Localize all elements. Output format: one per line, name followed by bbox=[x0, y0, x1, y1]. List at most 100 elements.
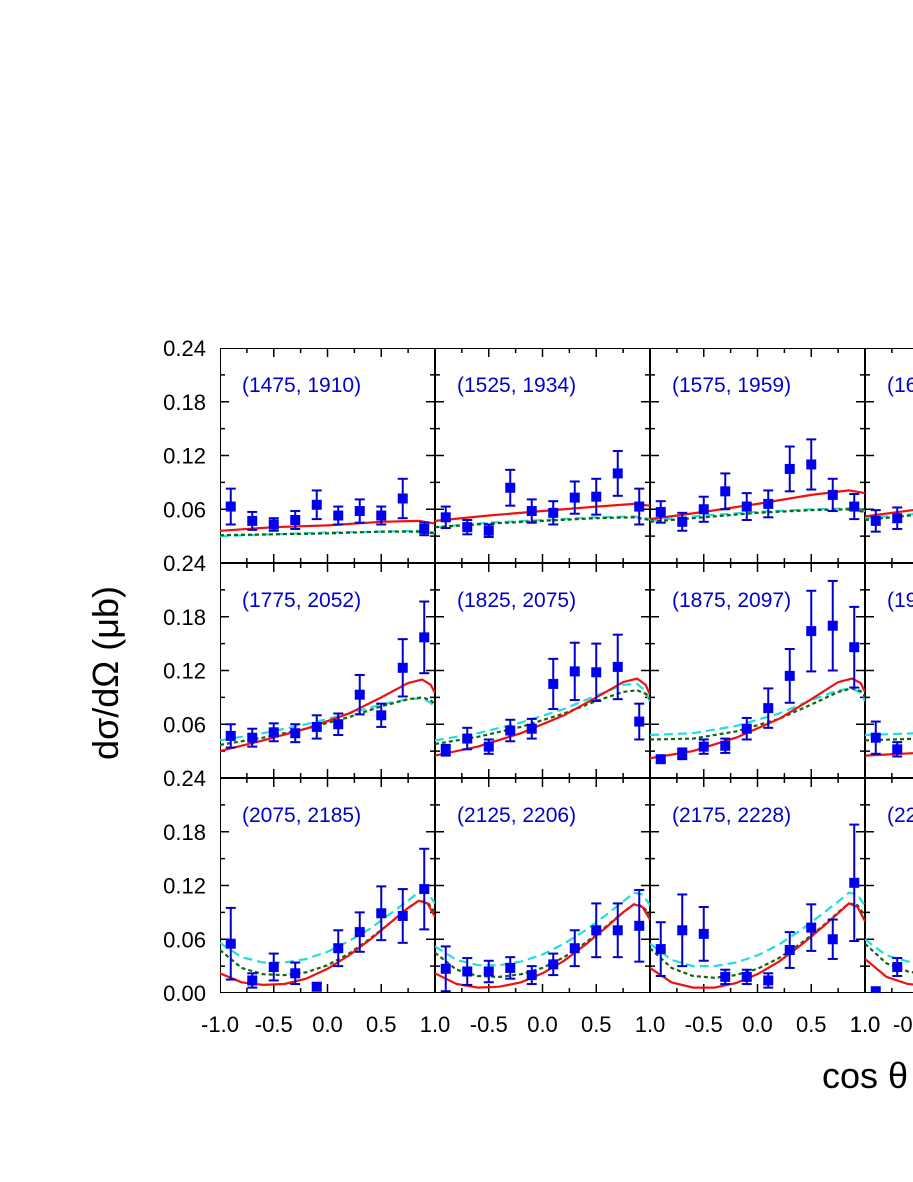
panel-label: (2125, 2206) bbox=[457, 804, 576, 827]
panel-1-2: (1875, 2097) bbox=[650, 563, 865, 778]
data-point bbox=[806, 626, 817, 637]
data-point bbox=[548, 678, 559, 689]
data-point bbox=[290, 968, 301, 979]
data-point bbox=[591, 491, 602, 502]
data-point bbox=[741, 971, 752, 982]
y-tick-label: 0.24 bbox=[163, 551, 206, 576]
data-point bbox=[440, 512, 451, 523]
tick-labels-layer: 0.24 0.18 0.12 0.06 0.24 0.18 0.12 0.06 0.24 0.18… bbox=[163, 336, 912, 1037]
data-point bbox=[849, 877, 860, 888]
data-point bbox=[397, 662, 408, 673]
panel-label: (2175, 2228) bbox=[672, 804, 791, 827]
curve-dash_green bbox=[865, 942, 913, 974]
x-tick-label: -0.5 bbox=[470, 1012, 508, 1037]
x-tick-label: -0 bbox=[893, 1012, 913, 1037]
data-point bbox=[247, 732, 258, 743]
data-point bbox=[827, 620, 838, 631]
data-point bbox=[247, 975, 258, 986]
x-tick-label: -0.5 bbox=[255, 1012, 293, 1037]
panel-0-2: (1575, 1959) bbox=[650, 348, 865, 563]
y-tick-label: 0.24 bbox=[163, 336, 206, 361]
data-point bbox=[591, 667, 602, 678]
data-point bbox=[612, 661, 623, 672]
x-tick-label: 1.0 bbox=[420, 1012, 451, 1037]
data-point bbox=[892, 513, 903, 524]
curve-dash_cyan bbox=[865, 938, 913, 964]
data-point bbox=[333, 943, 344, 954]
y-axis-title: dσ/dΩ (μb) bbox=[85, 586, 126, 760]
panel-1-3: (1925, 2119) bbox=[865, 563, 913, 778]
y-tick-label: 0.06 bbox=[163, 927, 206, 952]
y-tick-label: 0.18 bbox=[163, 820, 206, 845]
curve-dash_cyan bbox=[865, 513, 913, 520]
data-point bbox=[827, 934, 838, 945]
data-point bbox=[569, 666, 580, 677]
curve-dash_green bbox=[220, 530, 435, 537]
curve-solid bbox=[650, 902, 865, 989]
data-point bbox=[784, 463, 795, 474]
panel-2-0: (2075, 2185) bbox=[220, 778, 435, 993]
data-point bbox=[569, 943, 580, 954]
panel-label: (1925, 2119) bbox=[887, 589, 913, 612]
data-point bbox=[849, 501, 860, 512]
data-point bbox=[397, 493, 408, 504]
data-point bbox=[483, 525, 494, 536]
data-point bbox=[483, 966, 494, 977]
curve-dash_cyan bbox=[435, 682, 650, 742]
data-point bbox=[268, 962, 279, 973]
curve-solid bbox=[865, 958, 913, 986]
data-point bbox=[870, 986, 881, 993]
data-point bbox=[376, 710, 387, 721]
data-point bbox=[311, 721, 322, 732]
curve-dash_cyan bbox=[865, 732, 913, 737]
data-point bbox=[268, 727, 279, 738]
data-point bbox=[655, 944, 666, 955]
y-tick-label: 0.24 bbox=[163, 766, 206, 791]
y-tick-label: 0.18 bbox=[163, 390, 206, 415]
data-point bbox=[763, 975, 774, 986]
data-point bbox=[870, 732, 881, 743]
y-tick-label: 0.06 bbox=[163, 712, 206, 737]
panel-label: (1875, 2097) bbox=[672, 589, 791, 612]
data-point bbox=[612, 468, 623, 479]
data-point bbox=[784, 670, 795, 681]
data-point bbox=[827, 489, 838, 500]
data-point bbox=[505, 725, 516, 736]
data-point bbox=[354, 506, 365, 517]
panel-label: (1775, 2052) bbox=[242, 589, 361, 612]
x-tick-label: 1.0 bbox=[850, 1012, 881, 1037]
x-axis-title: cos θ bbox=[822, 1055, 908, 1096]
data-point bbox=[698, 504, 709, 515]
curve-dash_cyan bbox=[650, 891, 865, 968]
data-point bbox=[225, 501, 236, 512]
curve-dash_cyan bbox=[650, 687, 865, 737]
data-point bbox=[741, 723, 752, 734]
data-point bbox=[505, 962, 516, 973]
x-tick-label: 0.5 bbox=[581, 1012, 612, 1037]
panel-label: (1475, 1910) bbox=[242, 374, 361, 397]
data-point bbox=[612, 925, 623, 936]
curve-dash_green bbox=[435, 516, 650, 529]
data-point bbox=[741, 501, 752, 512]
data-point bbox=[290, 728, 301, 739]
panel-label: (2225, 2250) bbox=[887, 804, 913, 827]
data-point bbox=[268, 519, 279, 530]
data-point bbox=[720, 740, 731, 751]
data-point bbox=[333, 510, 344, 521]
x-tick-label: 0.0 bbox=[527, 1012, 558, 1037]
curve-solid bbox=[865, 508, 913, 518]
panel-2-1: (2125, 2206) bbox=[435, 778, 650, 993]
y-tick-label: 0.12 bbox=[163, 444, 206, 469]
x-tick-label: 1.0 bbox=[635, 1012, 666, 1037]
data-point bbox=[634, 920, 645, 931]
y-tick-label: 0.06 bbox=[163, 497, 206, 522]
panel-1-0: (1775, 2052) bbox=[220, 563, 435, 778]
data-point bbox=[225, 938, 236, 949]
data-point bbox=[526, 723, 537, 734]
curve-dash_green bbox=[220, 899, 435, 977]
data-point bbox=[505, 482, 516, 493]
x-tick-label: 0.0 bbox=[742, 1012, 773, 1037]
data-point bbox=[376, 510, 387, 521]
data-point bbox=[806, 922, 817, 933]
curve-solid bbox=[650, 489, 865, 521]
